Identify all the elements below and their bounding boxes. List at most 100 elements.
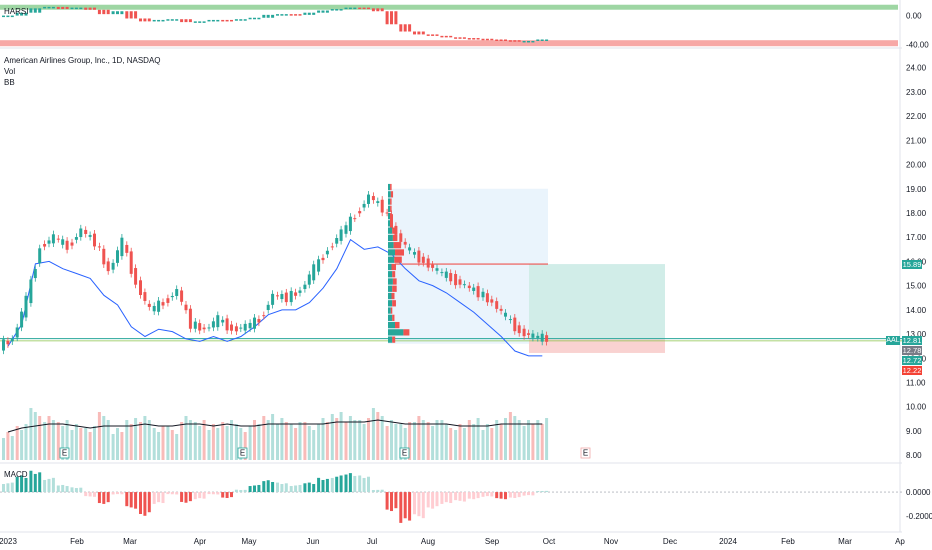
- macd-hist-bar: [147, 492, 151, 513]
- harsi-candle: [61, 6, 65, 10]
- volume-bar: [225, 426, 229, 460]
- earnings-marker: E: [59, 447, 70, 459]
- harsi-candle: [485, 38, 489, 41]
- target-price-tag: 15.89: [902, 260, 922, 269]
- macd-hist-bar: [97, 492, 101, 504]
- price-candle: [230, 324, 233, 331]
- harsi-candle: [517, 40, 521, 42]
- volume-bar: [435, 420, 439, 460]
- macd-hist-bar: [33, 473, 37, 493]
- volume-bar: [358, 420, 362, 460]
- harsi-candle: [116, 11, 119, 15]
- harsi-candle: [421, 31, 425, 35]
- time-tick: Mar: [123, 537, 137, 546]
- harsi-candle: [262, 14, 266, 18]
- price-candle: [116, 250, 119, 263]
- harsi-candle: [449, 35, 453, 38]
- macd-hist-bar: [116, 492, 119, 495]
- volume-bar: [243, 432, 247, 460]
- macd-hist-bar: [462, 492, 466, 502]
- macd-hist-bar: [180, 492, 184, 502]
- macd-hist-bar: [408, 492, 412, 521]
- volume-bar: [139, 422, 142, 460]
- bb-basis-line: [7, 238, 543, 357]
- volume-bar: [51, 420, 55, 460]
- harsi-candle: [271, 14, 275, 18]
- macd-tick: 0.0000: [906, 488, 931, 497]
- volume-bar: [303, 422, 307, 460]
- macd-hist-bar: [253, 485, 256, 493]
- vp-down-bar: [403, 329, 410, 336]
- vp-up-bar: [388, 314, 393, 321]
- volume-bar: [385, 426, 389, 460]
- harsi-candle: [88, 7, 92, 10]
- harsi-candle: [394, 11, 398, 25]
- vp-down-bar: [392, 314, 395, 321]
- volume-bar: [431, 426, 435, 460]
- time-tick: Jul: [367, 537, 377, 546]
- macd-hist-bar: [531, 492, 535, 496]
- macd-hist-bar: [362, 477, 366, 493]
- harsi-candle: [51, 6, 55, 9]
- price-candle: [298, 290, 302, 293]
- vp-down-bar: [393, 242, 402, 249]
- volume-bar: [74, 424, 78, 460]
- vp-down-bar: [394, 256, 402, 263]
- price-candle: [129, 251, 133, 274]
- price-candle: [499, 308, 503, 311]
- harsi-candle: [15, 12, 19, 16]
- macd-hist-bar: [193, 492, 197, 500]
- volume-bar: [348, 416, 352, 460]
- price-candle: [339, 229, 343, 241]
- vp-up-bar: [388, 292, 392, 300]
- price-tick: 21.00: [906, 136, 927, 145]
- price-candle: [476, 286, 480, 298]
- price-candle: [462, 284, 466, 286]
- macd-hist-bar: [458, 492, 462, 501]
- vp-down-bar: [392, 285, 397, 292]
- harsi-candle: [417, 31, 421, 35]
- harsi-candle: [207, 19, 211, 22]
- price-candle: [284, 292, 288, 303]
- price-candle: [321, 257, 325, 261]
- harsi-candle: [29, 8, 33, 13]
- volume-bar: [33, 412, 37, 460]
- time-tick: 2023: [0, 537, 17, 546]
- price-candle: [531, 333, 535, 338]
- price-tick: 17.00: [906, 233, 927, 242]
- macd-hist-bar: [284, 483, 288, 493]
- harsi-candle: [33, 8, 37, 13]
- harsi-candle: [79, 7, 83, 10]
- price-tick: 15.00: [906, 282, 927, 291]
- volume-bar: [312, 430, 316, 460]
- price-candle: [47, 240, 51, 244]
- macd-hist-bar: [248, 486, 252, 493]
- volume-bar: [29, 408, 33, 460]
- macd-hist-bar: [120, 492, 124, 495]
- harsi-candle: [458, 37, 462, 39]
- vp-down-bar: [390, 205, 392, 212]
- macd-hist-bar: [490, 492, 494, 497]
- volume-bar: [339, 412, 343, 460]
- volume-bar: [289, 424, 293, 460]
- price-candle: [413, 252, 416, 255]
- macd-hist-bar: [344, 474, 348, 493]
- macd-hist-bar: [47, 478, 51, 493]
- volume-bar: [125, 420, 129, 460]
- price-candle: [97, 246, 101, 248]
- earnings-marker-label: E: [240, 449, 245, 458]
- price-candle: [481, 291, 485, 298]
- macd-hist-bar: [10, 482, 14, 493]
- time-tick: Aug: [421, 537, 435, 546]
- price-candle: [408, 247, 412, 251]
- harsi-candle: [234, 19, 238, 21]
- price-candle: [417, 250, 421, 263]
- harsi-candle: [504, 39, 507, 41]
- price-candle: [106, 261, 110, 272]
- harsi-candle: [476, 38, 480, 40]
- macd-hist-bar: [243, 489, 247, 493]
- harsi-label: HARSI: [4, 7, 29, 16]
- harsi-candle: [248, 17, 252, 20]
- macd-hist-bar: [353, 475, 357, 493]
